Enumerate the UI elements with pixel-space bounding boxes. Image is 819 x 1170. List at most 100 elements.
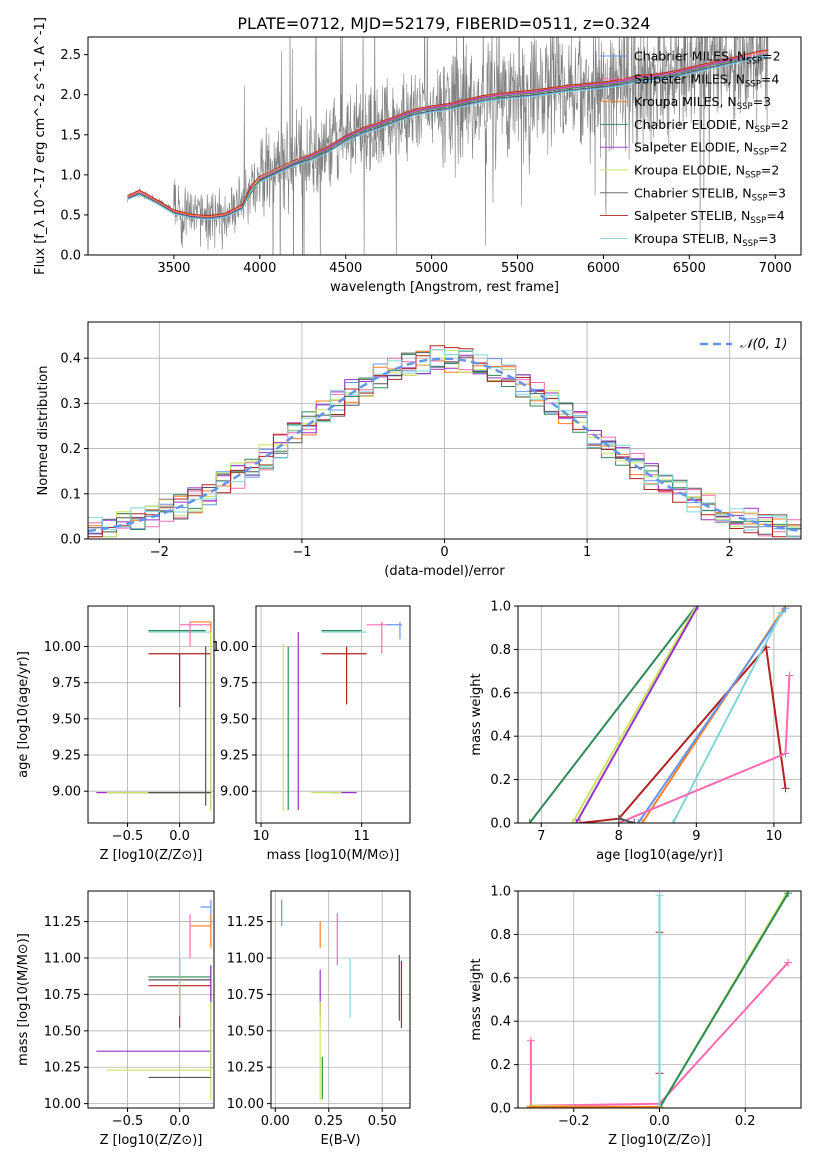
plot-area [518,606,801,823]
y-tick-label: 9.50 [52,712,81,727]
x-tick-label: −1 [292,545,311,560]
x-tick-label: 8 [615,829,623,844]
plot-content [96,899,212,1101]
plot-content [88,345,801,538]
plot-content [127,37,769,255]
axes-frame [255,605,411,824]
x-tick-label: 4500 [329,261,362,276]
y-tick-label: 10.00 [44,640,81,655]
y-tick-label: 9.00 [52,785,81,800]
weight-line [618,817,635,823]
x-tick-label: 9 [692,829,700,844]
y-tick-label: 11.25 [44,915,81,930]
y-tick-label: 10.00 [44,1097,81,1112]
mass-vs-metallicity-panel: −0.5 0.0 10.00 10.25 10.50 10.75 11.00 11.25 Z [… [16,890,215,1148]
axes-frame [87,890,215,1109]
plot-content [281,899,403,1101]
histogram-step-line [88,349,801,538]
x-tick-label: −2 [150,545,169,560]
y-axis-label: mass [log10(M/M⊙)] [16,933,31,1066]
figure-title: PLATE=0712, MJD=52179, FIBERID=0511, z=0… [237,14,650,33]
x-tick-label: 5500 [501,261,534,276]
y-tick-label: 10.50 [227,1024,264,1039]
y-tick-label: 0.6 [490,686,511,701]
y-tick-label: 0.5 [60,208,81,223]
legend-label: 𝒩(0, 1) [740,337,787,352]
y-tick-label: 2.5 [60,48,81,63]
y-tick-label: 0.1 [60,487,81,502]
x-axis-label: Z [log10(Z/Z⊙)] [608,1133,711,1148]
y-tick-label: 0.2 [490,773,511,788]
legend-label: Salpeter STELIB, NSSP=4 [634,208,785,226]
x-tick-label: −0.2 [558,1114,590,1129]
y-tick-label: 2.0 [60,88,81,103]
mass-vs-ebv-panel: 0.00 0.25 0.50 10.00 10.25 10.50 10.75 11.00 11.… [227,890,411,1148]
spectrum-panel: 3500 4000 4500 5000 5500 6000 6500 7000 0.0 0.5 1.… [33,17,802,295]
weight-line [672,612,783,823]
y-tick-label: 11.25 [227,915,264,930]
x-tick-label: 10 [766,829,783,844]
weight-line [575,606,699,823]
x-tick-label: 3500 [157,261,190,276]
y-tick-label: 9.75 [52,676,81,691]
axes-frame [517,605,802,824]
y-tick-label: 10.00 [227,1097,264,1112]
weight-line [529,961,789,1107]
x-tick-label: 0.50 [368,1114,397,1129]
legend-label: Chabrier MILES, NSSP=2 [634,49,781,67]
x-axis-label: wavelength [Angstrom, rest frame] [330,280,559,295]
x-tick-label: −0.5 [112,1114,144,1129]
y-tick-label: 0.8 [490,928,511,943]
x-tick-label: −0.5 [112,829,144,844]
observed-spectrum-line [127,37,769,255]
x-tick-label: 7 [537,829,545,844]
x-axis-label: age [log10(age/yr)] [596,848,723,863]
x-tick-label: 2 [726,545,734,560]
mass-weight-vs-metallicity-panel: −0.2 0.0 0.2 0.0 0.2 0.4 0.6 0.8 1.0 Z [log10(Z/Z… [469,885,802,1148]
model-spectrum-line [127,54,769,219]
legend-label: Chabrier ELODIE, NSSP=2 [634,117,789,135]
x-axis-label: Z [log10(Z/Z⊙)] [100,848,203,863]
x-tick-label: 0.00 [261,1114,290,1129]
y-tick-label: 0.0 [490,817,511,832]
y-tick-label: 0.0 [490,1102,511,1117]
y-tick-label: 9.75 [220,676,249,691]
y-tick-label: 10.25 [227,1061,264,1076]
y-tick-label: 10.75 [227,988,264,1003]
y-tick-label: 10.25 [44,1061,81,1076]
x-tick-label: 0.2 [735,1114,756,1129]
age-vs-metallicity-panel: −0.5 0.0 9.00 9.25 9.50 9.75 10.00 Z [log10(Z/Z… [16,605,215,863]
y-tick-label: 9.50 [220,712,249,727]
legend: Chabrier MILES, NSSP=2 Salpeter MILES, NS… [600,49,789,249]
histogram-step-line [88,354,801,538]
y-tick-label: 0.3 [60,397,81,412]
plot-content [526,891,793,1108]
y-tick-label: 9.25 [220,749,249,764]
y-tick-label: 9.00 [220,785,249,800]
y-tick-label: 0.4 [60,352,81,367]
x-tick-label: 6500 [673,261,706,276]
x-tick-label: 10 [253,829,270,844]
plot-area [88,606,214,823]
x-tick-label: 4000 [243,261,276,276]
y-tick-label: 11.00 [44,951,81,966]
weight-line [571,606,698,823]
y-tick-label: 1.0 [490,885,511,900]
plot-area [88,891,214,1108]
model-spectrum-line [127,51,769,218]
y-tick-label: 9.25 [52,749,81,764]
y-tick-label: 10.75 [44,988,81,1003]
weight-line [579,644,787,823]
x-axis-label: (data-model)/error [384,564,505,579]
plot-area [256,606,410,823]
axes-frame [87,36,802,256]
axes-frame [270,890,411,1109]
x-tick-label: 0.0 [649,1114,670,1129]
y-tick-label: 0.6 [490,971,511,986]
y-axis-label: mass weight [469,673,484,755]
y-tick-label: 10.00 [212,640,249,655]
model-spectrum-line [242,58,742,208]
plot-content [525,606,794,823]
legend-label: Salpeter MILES, NSSP=4 [634,71,779,89]
